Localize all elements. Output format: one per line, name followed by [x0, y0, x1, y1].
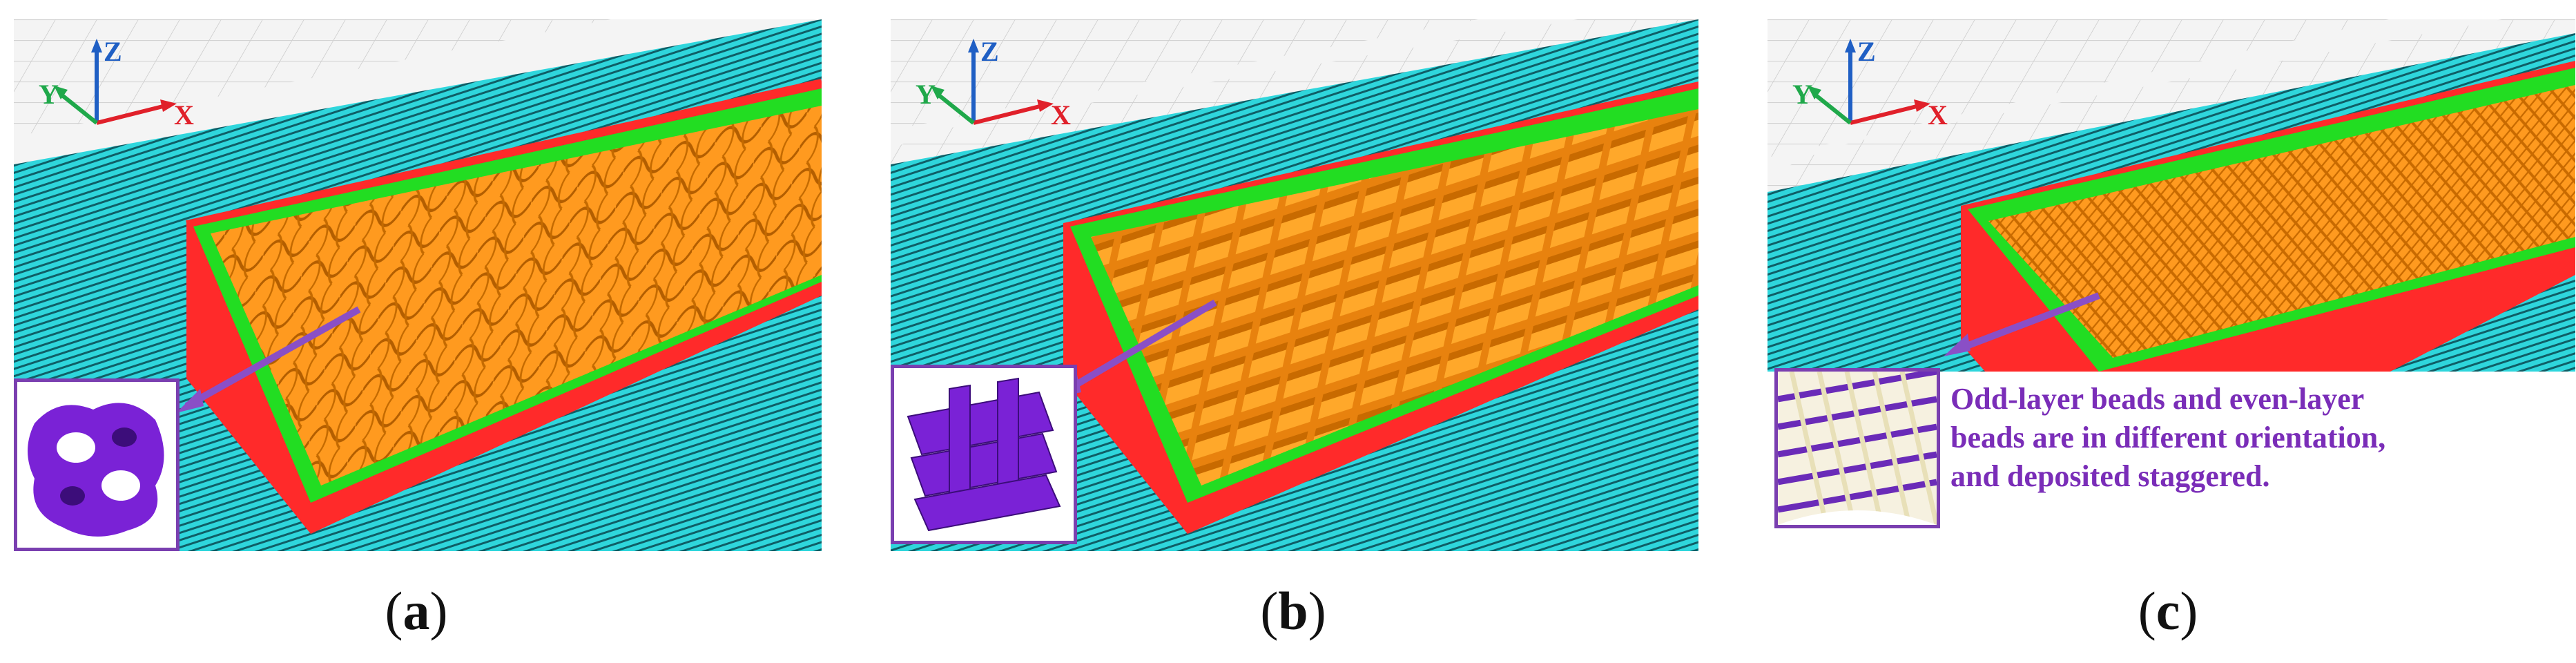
panel-a-scene: Z X Y: [14, 19, 822, 551]
panel-b: Z X Y: [891, 19, 1698, 551]
axis-x-label: X: [1051, 99, 1071, 131]
axis-z-label: Z: [104, 36, 122, 67]
caption-a-letter: a: [403, 581, 430, 641]
axis-x-label: X: [174, 99, 194, 131]
inset-staggered: [1774, 368, 1940, 528]
staggered-beads-icon: [1777, 368, 1939, 526]
axis-y-label: Y: [39, 79, 59, 110]
caption-b-letter: b: [1278, 581, 1308, 641]
inset-gyroid: [14, 378, 180, 551]
axis-y-label: Y: [916, 79, 936, 110]
caption-b: (b): [1260, 581, 1326, 641]
caption-a: (a): [385, 581, 448, 641]
axis-z-label: Z: [980, 36, 999, 67]
arrow-line: [1061, 299, 1217, 396]
arrow-line: [184, 306, 361, 410]
axis-x-label: X: [1928, 99, 1948, 131]
caption-c: (c): [2138, 581, 2198, 641]
caption-c-letter: c: [2156, 581, 2180, 641]
annotation-line-1: Odd-layer beads and even-layer: [1950, 382, 2365, 416]
inset-grid: [891, 365, 1077, 544]
axis-triad: Z X Y: [39, 36, 194, 131]
arrow-line: [1953, 292, 2100, 354]
panel-a: Z X Y: [14, 19, 822, 551]
axis-triad: Z X Y: [916, 36, 1071, 131]
axis-y-label: Y: [1792, 79, 1812, 110]
panel-c: Z X Y Odd-layer beads and: [1768, 19, 2575, 551]
annotation-text: Odd-layer beads and even-layer beads are…: [1950, 380, 2572, 496]
panel-c-scene: Z X Y: [1768, 19, 2575, 551]
axis-triad: Z X Y: [1792, 36, 1948, 131]
grid-cell-icon: [907, 377, 1061, 532]
gyroid-unit-cell-icon: [28, 403, 164, 537]
annotation-line-3: and deposited staggered.: [1950, 459, 2270, 493]
axis-z-label: Z: [1857, 36, 1876, 67]
annotation-line-2: beads are in different orientation,: [1950, 421, 2386, 454]
